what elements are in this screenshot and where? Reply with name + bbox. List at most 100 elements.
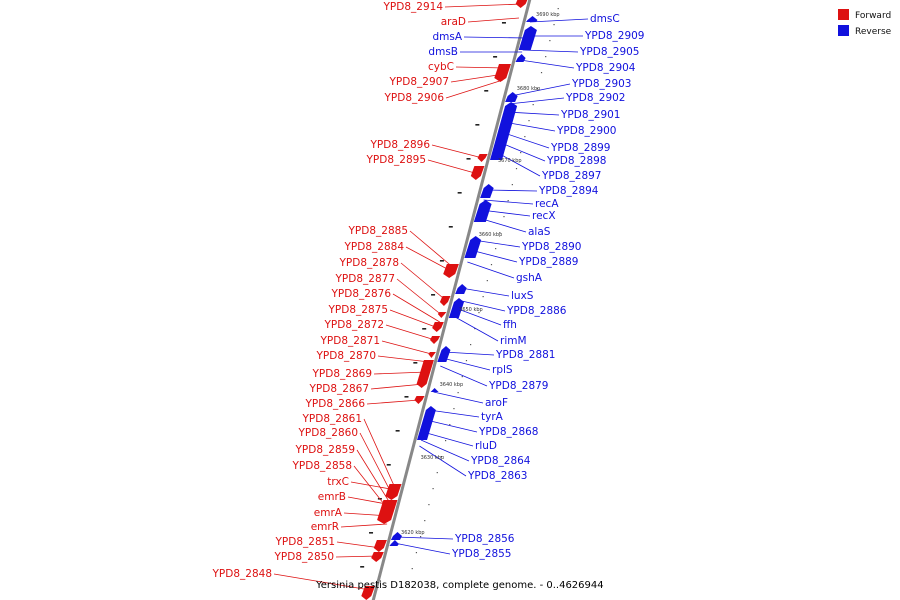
major-tick: [457, 192, 462, 194]
gene-label-YPD8_2881: YPD8_2881: [495, 349, 555, 361]
label-connector: [340, 523, 388, 528]
label-connector: [359, 432, 395, 499]
label-connector: [501, 131, 550, 149]
forward-gene-feature: [428, 352, 436, 358]
minor-tick: [553, 24, 555, 26]
gene-label-dmsC: dmsC: [590, 13, 620, 25]
tick-marks: [360, 8, 559, 586]
minor-tick: [524, 136, 526, 138]
minor-tick: [461, 376, 463, 378]
forward-gene-feature: [361, 586, 375, 600]
gene-label-YPD8_2885: YPD8_2885: [348, 225, 408, 237]
label-connector: [422, 431, 474, 447]
label-connector: [336, 541, 381, 549]
legend-forward-label: Forward: [855, 11, 891, 21]
gene-label-ffh: ffh: [503, 319, 517, 331]
label-connector: [495, 151, 541, 177]
minor-tick: [407, 584, 409, 586]
minor-tick: [540, 72, 543, 74]
forward-gene-feature: [437, 312, 447, 318]
gene-label-YPD8_2850: YPD8_2850: [274, 551, 334, 563]
label-connector: [503, 121, 556, 132]
reverse-gene-feature: [448, 298, 464, 318]
forward-gene-feature: [416, 360, 434, 388]
gene-label-YPD8_2914: YPD8_2914: [383, 1, 444, 13]
label-connector: [440, 365, 488, 387]
minor-tick: [515, 168, 518, 170]
gene-label-recX: recX: [532, 210, 556, 222]
gene-label-YPD8_2871: YPD8_2871: [320, 335, 380, 347]
label-connector: [335, 555, 379, 558]
gene-label-YPD8_2878: YPD8_2878: [339, 257, 399, 269]
minor-tick: [532, 104, 534, 106]
label-connector: [373, 371, 427, 375]
gene-label-tyrA: tyrA: [481, 411, 504, 423]
label-connector: [433, 391, 484, 404]
major-tick: [404, 396, 409, 398]
label-connector: [395, 536, 454, 540]
label-connector: [483, 199, 534, 205]
forward-gene-feature: [477, 154, 488, 162]
reverse-gene-feature: [417, 406, 436, 440]
label-connectors: [273, 3, 589, 591]
label-connector: [442, 357, 491, 371]
major-tick: [431, 294, 436, 296]
label-connector: [498, 141, 546, 162]
scale-label: 3660 kbp: [479, 232, 503, 238]
scale-label: 3680 kbp: [517, 86, 541, 92]
label-connector: [478, 217, 527, 233]
gene-label-YPD8_2903: YPD8_2903: [571, 78, 631, 90]
gene-labels: YPD8_2914 araD dmsA dmsB cybC YPD8_2907 YPD8_2…: [212, 1, 645, 580]
label-connector: [519, 59, 575, 69]
label-connector: [522, 49, 579, 53]
minor-tick: [445, 440, 447, 442]
forward-gene-feature: [385, 484, 402, 500]
minor-tick: [436, 472, 438, 474]
major-tick: [448, 226, 453, 228]
reverse-gene-feature: [455, 284, 467, 294]
forward-gene-feature: [515, 0, 528, 8]
scale-label: 3640 kbp: [440, 382, 464, 388]
minor-tick: [440, 456, 443, 458]
label-connector: [431, 144, 483, 159]
gene-label-YPD8_2902: YPD8_2902: [565, 92, 625, 104]
reverse-gene-feature: [526, 16, 538, 22]
gene-label-YPD8_2877: YPD8_2877: [335, 273, 395, 285]
gene-label-emrB: emrB: [318, 491, 346, 503]
minor-tick: [424, 520, 426, 522]
reverse-gene-feature: [490, 102, 518, 160]
gene-label-YPD8_2869: YPD8_2869: [312, 368, 372, 380]
major-tick: [369, 532, 374, 534]
genome-backbone: [371, 0, 532, 600]
minor-tick: [482, 296, 484, 298]
label-connector: [400, 262, 446, 301]
label-connector: [420, 439, 470, 462]
gene-label-luxS: luxS: [511, 290, 534, 302]
gene-label-dmsA: dmsA: [432, 31, 462, 43]
label-connector: [409, 230, 455, 269]
minor-tick: [490, 264, 493, 266]
reverse-gene-feature: [473, 200, 492, 222]
forward-gene-feature: [443, 264, 459, 278]
minor-tick: [557, 8, 559, 10]
major-tick: [386, 464, 391, 466]
forward-gene-feature: [439, 296, 451, 306]
label-connector: [445, 79, 503, 99]
label-connector: [455, 66, 506, 69]
label-connector: [455, 307, 502, 326]
forward-gene-feature: [494, 64, 511, 82]
forward-gene-feature: [430, 336, 441, 344]
gene-label-YPD8_2875: YPD8_2875: [328, 304, 388, 316]
gene-label-YPD8_2900: YPD8_2900: [556, 125, 616, 137]
reverse-gene-feature: [518, 26, 537, 50]
major-tick: [395, 430, 400, 432]
reverse-gene-feature: [429, 388, 439, 392]
major-tick: [501, 22, 506, 24]
scale-label: 3690 kbp: [536, 12, 560, 18]
label-connector: [385, 324, 436, 341]
reverse-gene-feature: [515, 54, 526, 62]
label-connector: [427, 159, 479, 175]
reverse-gene-feature: [389, 540, 399, 546]
minor-tick: [520, 152, 522, 154]
minor-tick: [507, 200, 509, 202]
